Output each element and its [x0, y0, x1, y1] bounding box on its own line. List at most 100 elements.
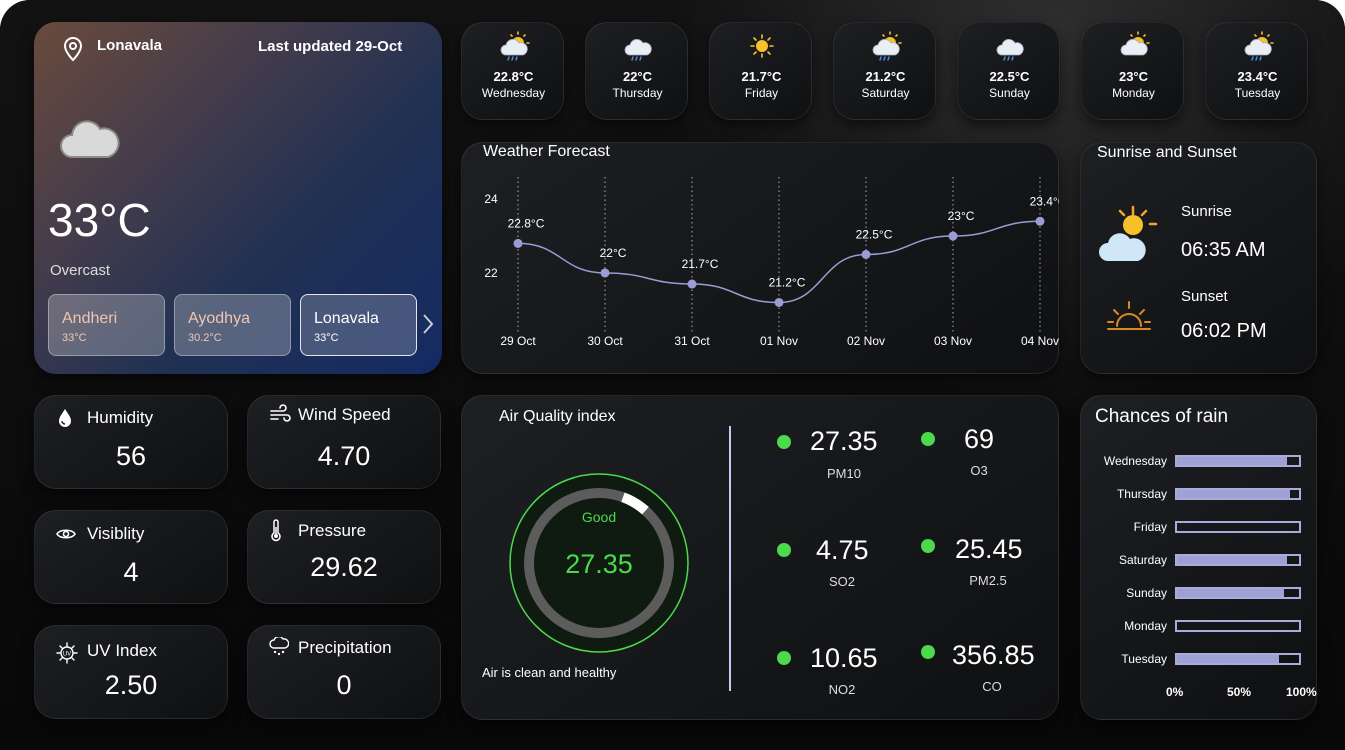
y-tick-label: 22	[484, 266, 498, 280]
city-temp: 30.2°C	[188, 332, 222, 344]
day-card-sunday[interactable]: 22.5°C Sunday	[957, 22, 1060, 120]
uv-index-card: UV UV Index 2.50	[34, 625, 228, 719]
pm25-label: PM2.5	[969, 573, 1007, 588]
pm25-value: 25.45	[955, 534, 1023, 564]
rain-category-label: Saturday	[1118, 553, 1167, 567]
pm10-label: PM10	[827, 466, 861, 481]
location-pin-icon	[62, 36, 84, 67]
rain-bar	[1177, 655, 1280, 663]
rain-axis-tick: 100%	[1286, 685, 1317, 699]
rain-bar-track	[1175, 488, 1301, 500]
location-name: Lonavala	[97, 37, 163, 54]
sun-cloud-rain-icon	[1206, 31, 1309, 66]
location-card	[34, 22, 442, 374]
visibility-card: Visiblity 4	[34, 510, 228, 604]
data-point	[1035, 216, 1045, 226]
pressure-card: Pressure 29.62	[247, 510, 441, 604]
data-label: 22°C	[600, 246, 627, 260]
sunrise-label: Sunrise	[1181, 203, 1232, 220]
x-tick-label: 31 Oct	[674, 334, 710, 348]
rain-bar-track	[1175, 587, 1301, 599]
o3-value: 69	[964, 424, 995, 454]
aqi-gauge	[509, 473, 689, 653]
x-tick-label: 03 Nov	[934, 334, 972, 348]
visibility-label: Visiblity	[87, 524, 145, 543]
day-name: Saturday	[861, 86, 910, 100]
data-point	[774, 297, 784, 307]
city-card-andheri[interactable]: Andheri 33°C	[48, 294, 165, 356]
o3-label: O3	[970, 463, 988, 478]
co-value: 356.85	[952, 640, 1035, 670]
city-name: Ayodhya	[188, 310, 250, 327]
data-label: 22.5°C	[856, 228, 893, 242]
day-name: Thursday	[612, 86, 663, 100]
x-tick-label: 30 Oct	[587, 334, 623, 348]
data-label: 22.8°C	[508, 216, 545, 230]
current-temperature: 33°C	[48, 194, 151, 246]
last-updated: Last updated 29-Oct	[258, 38, 403, 55]
rain-category-label: Thursday	[1116, 487, 1167, 501]
so2-status-dot	[777, 543, 791, 557]
aqi-title: Air Quality index	[499, 408, 616, 425]
sunset-time: 06:02 PM	[1181, 320, 1267, 342]
chevron-right-icon[interactable]	[422, 313, 434, 340]
visibility-value: 4	[123, 557, 139, 587]
sun-cloud-rain-icon	[834, 31, 937, 66]
day-name: Monday	[1112, 86, 1155, 100]
day-card-wednesday[interactable]: 22.8°C Wednesday	[461, 22, 564, 120]
wind-value: 4.70	[317, 441, 371, 471]
data-point	[513, 238, 523, 248]
day-card-saturday[interactable]: 21.2°C Saturday	[833, 22, 936, 120]
rain-category-label: Sunday	[1126, 586, 1167, 600]
eye-icon	[56, 527, 76, 541]
day-temp: 22°C	[622, 69, 653, 84]
city-card-lonavala[interactable]: Lonavala 33°C	[300, 294, 417, 356]
data-label: 23°C	[948, 209, 975, 223]
city-temp: 33°C	[314, 332, 339, 344]
cloud-rain-icon	[269, 637, 289, 657]
data-label: 23.4°C	[1030, 194, 1059, 208]
city-temp: 33°C	[62, 332, 87, 344]
wind-label: Wind Speed	[298, 405, 391, 424]
overcast-cloud-icon	[58, 117, 120, 166]
day-name: Tuesday	[1234, 86, 1281, 100]
cloud-rain-icon	[586, 31, 689, 66]
forecast-title: Weather Forecast	[483, 143, 610, 160]
data-point	[600, 268, 610, 278]
rain-category-label: Wednesday	[1103, 454, 1167, 468]
day-temp: 22.8°C	[493, 69, 534, 84]
day-card-thursday[interactable]: 22°C Thursday	[585, 22, 688, 120]
precipitation-value: 0	[336, 670, 352, 700]
day-temp: 21.2°C	[865, 69, 906, 84]
sun-cloud-rain-icon	[462, 31, 565, 66]
humidity-card: Humidity 56	[34, 395, 228, 489]
x-tick-label: 04 Nov	[1021, 334, 1059, 348]
no2-value: 10.65	[810, 643, 878, 673]
day-card-monday[interactable]: 23°C Monday	[1081, 22, 1184, 120]
co-status-dot	[921, 645, 935, 659]
pressure-value: 29.62	[310, 552, 378, 582]
data-label: 21.2°C	[769, 275, 806, 289]
aqi-message: Air is clean and healthy	[482, 665, 617, 680]
precipitation-card: Precipitation 0	[247, 625, 441, 719]
sunset-icon	[1106, 298, 1152, 339]
city-card-ayodhya[interactable]: Ayodhya 30.2°C	[174, 294, 291, 356]
day-card-tuesday[interactable]: 23.4°C Tuesday	[1205, 22, 1308, 120]
wind-icon	[269, 404, 291, 424]
rain-bar-track	[1175, 653, 1301, 665]
rain-bar	[1177, 589, 1285, 597]
sunrise-time: 06:35 AM	[1181, 239, 1266, 261]
rain-category-label: Tuesday	[1121, 652, 1167, 666]
so2-label: SO2	[828, 574, 855, 589]
rain-bar	[1177, 457, 1287, 465]
uv-value: 2.50	[104, 670, 158, 700]
thermometer-icon	[269, 519, 283, 543]
day-card-friday[interactable]: 21.7°C Friday	[709, 22, 812, 120]
x-tick-label: 01 Nov	[760, 334, 798, 348]
day-temp: 22.5°C	[989, 69, 1030, 84]
sun-title: Sunrise and Sunset	[1097, 144, 1237, 161]
precipitation-label: Precipitation	[298, 638, 392, 657]
uv-sun-icon: UV	[56, 642, 78, 664]
uv-label: UV Index	[87, 641, 157, 660]
